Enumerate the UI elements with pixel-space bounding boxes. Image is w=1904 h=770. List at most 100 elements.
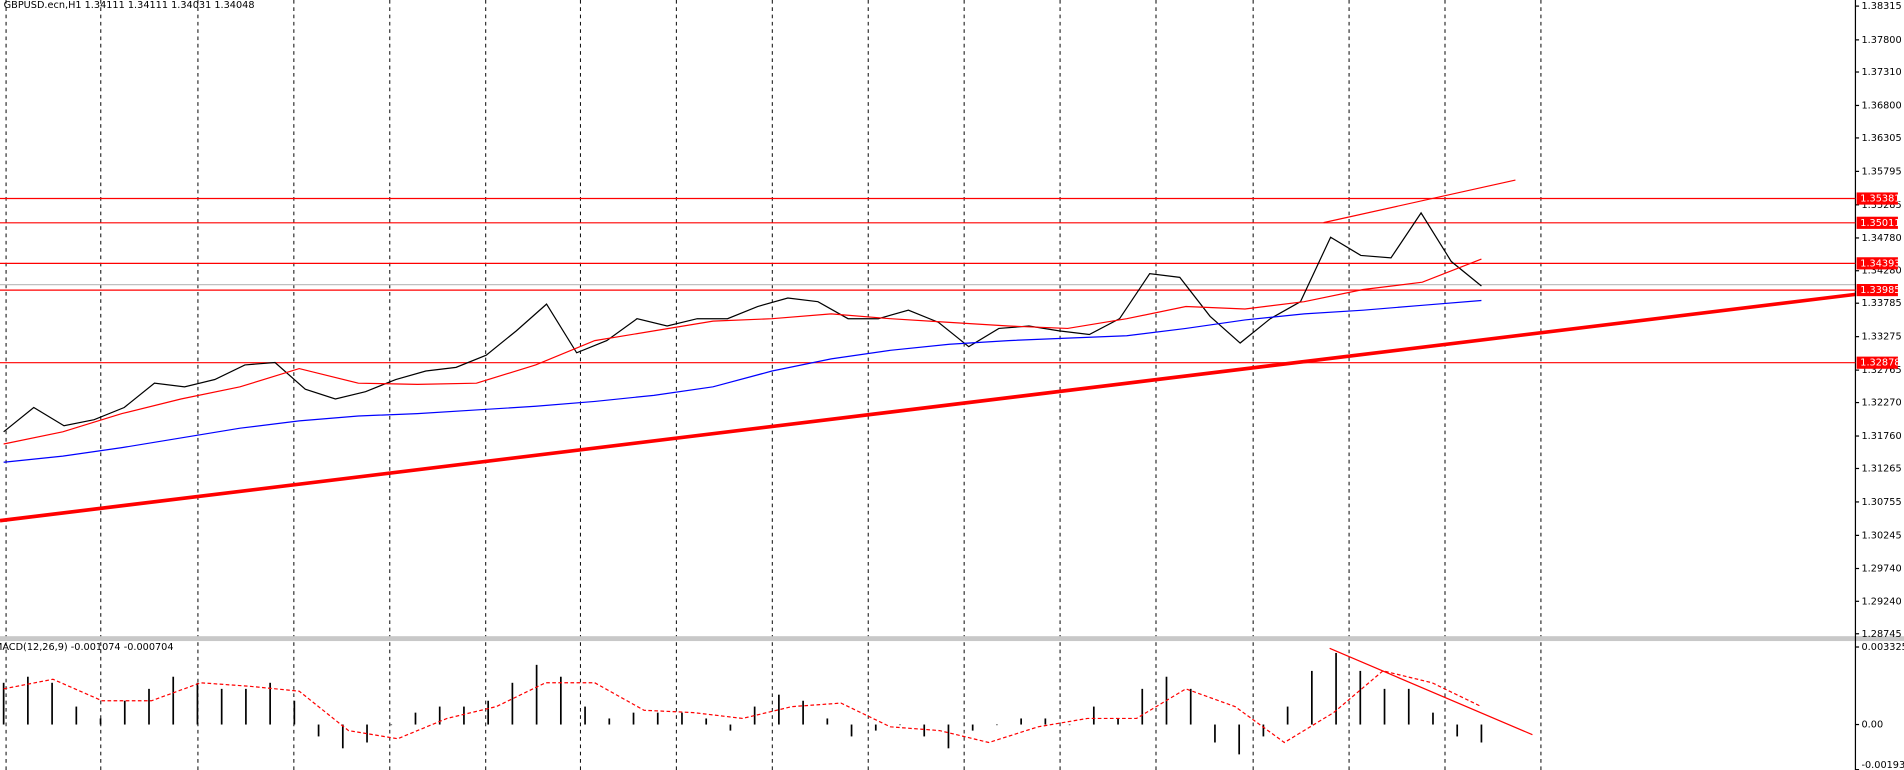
macd-bar bbox=[75, 706, 78, 725]
macd-bar bbox=[899, 724, 901, 726]
level-label-box bbox=[1856, 356, 1898, 369]
y-tick-label: 1.31760 bbox=[1862, 431, 1902, 442]
macd-bar bbox=[123, 700, 126, 725]
y-tick-label: -0.001935 bbox=[1862, 760, 1904, 770]
level-label: 1.35381 bbox=[1860, 194, 1900, 205]
macd-bar bbox=[681, 712, 683, 725]
y-tick-label: 1.38315 bbox=[1862, 1, 1902, 12]
macd-bar bbox=[1092, 706, 1095, 725]
macd-bar bbox=[850, 724, 853, 737]
macd-bar bbox=[438, 706, 441, 725]
macd-bar bbox=[1407, 688, 1410, 725]
macd-bar bbox=[1141, 688, 1144, 725]
macd-bar bbox=[1044, 718, 1047, 725]
chart-title: GBPUSD.ecn,H1 1.34111 1.34111 1.34031 1.… bbox=[4, 0, 255, 11]
macd-bar bbox=[656, 712, 659, 725]
price-line bbox=[3, 211, 1482, 433]
y-tick-label: 1.30245 bbox=[1862, 530, 1902, 541]
y-tick-label: 1.31265 bbox=[1862, 463, 1902, 474]
macd-bar bbox=[729, 724, 732, 731]
macd-bar bbox=[1383, 688, 1386, 725]
macd-bar bbox=[1335, 652, 1337, 725]
macd-bar bbox=[1432, 712, 1434, 725]
y-tick-label: 1.32765 bbox=[1862, 365, 1902, 376]
trendline-support bbox=[0, 292, 1856, 523]
macd-bar bbox=[559, 676, 562, 725]
macd-bar bbox=[511, 682, 514, 725]
macd-bar bbox=[414, 712, 417, 725]
macd-bar bbox=[705, 718, 708, 725]
macd-bar bbox=[99, 718, 102, 725]
y-tick-label: 0.00 bbox=[1862, 720, 1884, 731]
level-label: 1.32878 bbox=[1860, 358, 1900, 369]
level-label-box bbox=[1856, 216, 1898, 229]
y-tick-label: 1.29240 bbox=[1862, 596, 1902, 607]
y-tick-label: 0.003325 bbox=[1862, 642, 1904, 653]
moving-average bbox=[3, 299, 1482, 463]
macd-bar bbox=[584, 706, 586, 725]
macd-bar bbox=[1068, 724, 1071, 726]
panel-separator bbox=[0, 636, 1904, 642]
level-label-box bbox=[1856, 284, 1898, 297]
macd-bar bbox=[1238, 724, 1241, 755]
y-tick-label: 1.37310 bbox=[1862, 67, 1902, 78]
macd-bar bbox=[947, 724, 950, 749]
macd-bar bbox=[1214, 724, 1216, 743]
macd-title: MACD(12,26,9) -0.001074 -0.000704 bbox=[0, 642, 174, 653]
y-tick-label: 1.30755 bbox=[1862, 497, 1902, 508]
macd-bar bbox=[390, 724, 393, 726]
macd-bar bbox=[463, 706, 465, 725]
level-label: 1.34393 bbox=[1860, 258, 1900, 269]
y-tick-label: 1.32270 bbox=[1862, 398, 1902, 409]
macd-bar bbox=[366, 724, 368, 743]
macd-bar bbox=[51, 682, 53, 725]
level-label: 1.33985 bbox=[1860, 285, 1900, 296]
y-tick-label: 1.35795 bbox=[1862, 166, 1902, 177]
macd-bar bbox=[1286, 706, 1289, 725]
macd-bar bbox=[341, 724, 344, 749]
trendline-upper bbox=[1323, 179, 1516, 224]
y-tick-label: 1.33785 bbox=[1862, 298, 1902, 309]
macd-bar bbox=[1359, 670, 1362, 725]
y-tick-label: 1.28745 bbox=[1862, 629, 1902, 640]
macd-bar bbox=[535, 664, 538, 725]
y-tick-label: 1.37800 bbox=[1862, 35, 1902, 46]
macd-bar bbox=[874, 724, 877, 731]
macd-bar bbox=[1480, 724, 1483, 743]
macd-bar bbox=[826, 718, 829, 725]
macd-bar bbox=[487, 700, 490, 725]
macd-bar bbox=[778, 694, 780, 725]
trendline-macd bbox=[1329, 647, 1533, 736]
macd-bar bbox=[1020, 718, 1022, 725]
macd-bar bbox=[632, 712, 635, 725]
level-label-box bbox=[1856, 257, 1898, 270]
y-tick-label: 1.34280 bbox=[1862, 266, 1902, 277]
macd-bar bbox=[1262, 724, 1265, 737]
macd-bar bbox=[245, 688, 247, 725]
level-label-box bbox=[1856, 192, 1898, 205]
macd-bar bbox=[172, 676, 175, 725]
macd-bar bbox=[608, 718, 611, 725]
macd-bar bbox=[996, 724, 998, 726]
macd-bar bbox=[269, 682, 271, 725]
macd-bar bbox=[317, 724, 320, 737]
level-label: 1.35011 bbox=[1860, 218, 1900, 229]
macd-bar bbox=[802, 700, 804, 725]
macd-bar bbox=[923, 724, 926, 737]
y-tick-label: 1.34780 bbox=[1862, 233, 1902, 244]
macd-bar bbox=[753, 706, 756, 725]
macd-bar bbox=[1189, 688, 1192, 725]
macd-bar bbox=[196, 682, 199, 725]
macd-bar bbox=[1310, 670, 1313, 725]
macd-bar bbox=[2, 682, 5, 725]
y-tick-label: 1.29740 bbox=[1862, 564, 1902, 575]
macd-bar bbox=[1456, 724, 1459, 737]
y-tick-label: 1.36800 bbox=[1862, 100, 1902, 111]
macd-bar bbox=[971, 724, 974, 731]
y-tick-label: 1.35285 bbox=[1862, 200, 1902, 211]
macd-bar bbox=[148, 688, 150, 725]
macd-bar bbox=[293, 700, 296, 725]
